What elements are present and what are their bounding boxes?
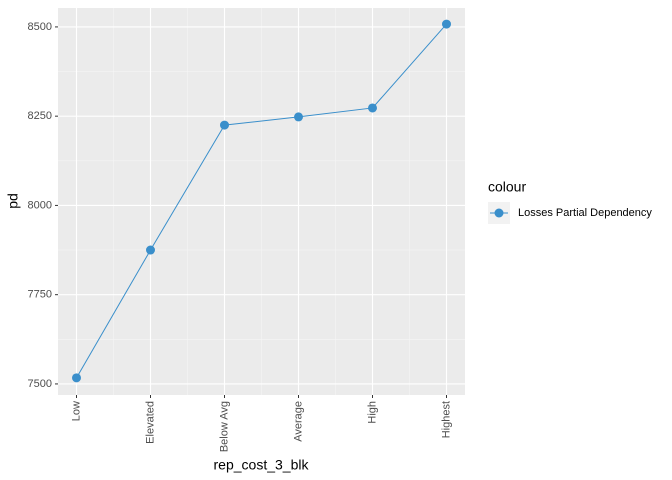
y-tick-label: 8250 <box>28 110 52 122</box>
y-tick-label: 8500 <box>28 21 52 33</box>
y-tick-label: 7500 <box>28 378 52 390</box>
y-axis-title: pd <box>5 193 21 209</box>
legend-label: Losses Partial Dependency <box>518 207 652 219</box>
point <box>442 19 451 29</box>
y-tick-label: 8000 <box>28 199 52 211</box>
line <box>76 23 447 379</box>
legend-point <box>494 208 504 218</box>
x-tick-label: Highest <box>440 401 452 438</box>
x-tick-label: Low <box>70 401 82 421</box>
y-tick-label: 7750 <box>28 289 52 301</box>
x-tick-label: High <box>366 401 378 424</box>
x-tick-label: Elevated <box>144 401 156 444</box>
x-tick-label: Below Avg <box>218 401 230 452</box>
point <box>368 103 377 113</box>
point <box>220 120 229 130</box>
point <box>146 245 155 255</box>
point <box>294 112 303 122</box>
legend-title: colour <box>488 179 526 195</box>
point <box>72 373 81 383</box>
x-tick-label: Average <box>292 401 304 442</box>
x-axis-title: rep_cost_3_blk <box>214 457 310 473</box>
